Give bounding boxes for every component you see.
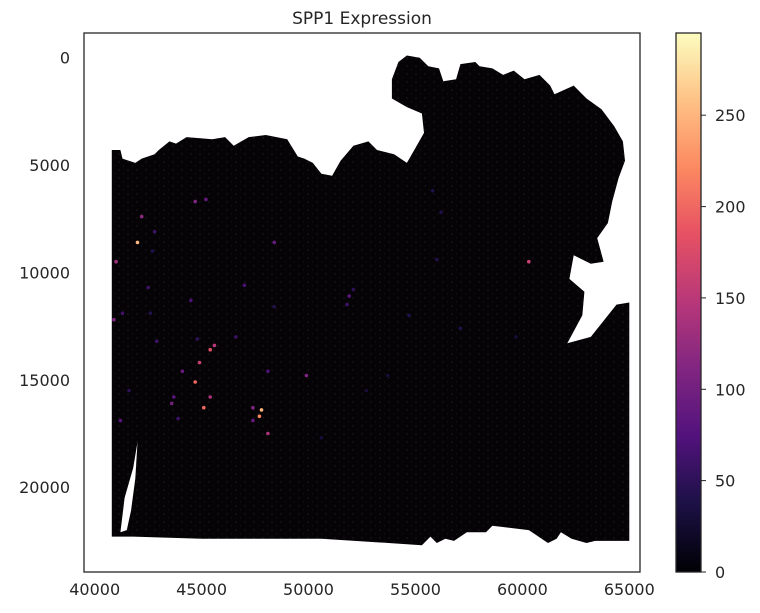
expression-point	[251, 418, 255, 423]
expression-point	[120, 311, 125, 316]
expression-point	[514, 335, 518, 339]
expression-point	[407, 313, 411, 318]
colorbar-tick-label: 250	[715, 106, 746, 125]
expression-point	[319, 436, 324, 440]
expression-point	[169, 401, 174, 406]
colorbar-ticks: 0 50 100 150 200 250	[701, 106, 746, 582]
expression-point	[364, 388, 369, 393]
expression-point	[146, 285, 150, 290]
expression-point	[197, 360, 202, 365]
plot-area	[111, 55, 630, 546]
expression-point	[176, 416, 180, 421]
x-tick-label: 45000	[176, 580, 227, 599]
tissue-spot-texture	[111, 55, 630, 546]
y-tick-label: 0	[60, 49, 70, 68]
expression-point	[135, 240, 140, 245]
expression-point	[195, 337, 200, 341]
plot-frame	[83, 32, 641, 573]
x-tick-label: 55000	[390, 580, 441, 599]
expression-point	[154, 339, 159, 344]
expression-point	[266, 369, 270, 374]
expression-point	[257, 414, 262, 419]
expression-point	[272, 240, 277, 245]
expression-point	[193, 199, 197, 204]
expression-point	[385, 373, 390, 378]
expression-point	[180, 369, 185, 374]
expression-point	[208, 347, 212, 352]
expression-point	[458, 326, 463, 331]
expression-point	[189, 298, 193, 303]
y-tick-label: 15000	[19, 371, 70, 390]
expression-point	[150, 249, 155, 253]
colorbar: 0 50 100 150 200 250	[675, 32, 746, 582]
expression-point	[204, 197, 208, 202]
expression-point	[152, 229, 157, 234]
x-tick-label: 40000	[69, 580, 120, 599]
x-tick-label: 65000	[604, 580, 655, 599]
x-axis-ticks: 40000 45000 50000 55000 60000 65000	[69, 580, 655, 599]
y-tick-label: 20000	[19, 478, 70, 497]
expression-point	[435, 257, 439, 262]
expression-point	[345, 302, 349, 307]
expression-point	[304, 373, 309, 378]
y-axis-ticks: 0 5000 10000 15000 20000	[19, 49, 70, 498]
expression-point	[272, 305, 277, 309]
expression-point	[139, 214, 144, 219]
expression-point	[430, 189, 435, 193]
expression-point	[172, 395, 176, 399]
colorbar-tick-label: 200	[715, 198, 746, 217]
expression-point	[112, 317, 116, 322]
expression-point	[266, 431, 270, 436]
y-tick-label: 5000	[29, 156, 70, 175]
expression-points	[112, 189, 531, 440]
y-tick-label: 10000	[19, 263, 70, 282]
expression-point	[208, 395, 212, 399]
expression-point	[212, 343, 217, 348]
expression-point	[351, 287, 356, 292]
expression-point	[148, 311, 153, 316]
expression-point	[251, 405, 255, 410]
expression-point	[114, 259, 118, 264]
expression-point	[193, 380, 197, 384]
colorbar-gradient	[675, 32, 702, 573]
expression-point	[202, 405, 206, 410]
expression-point	[347, 294, 352, 298]
x-tick-label: 60000	[497, 580, 548, 599]
expression-point	[242, 283, 247, 288]
colorbar-tick-label: 100	[715, 380, 746, 399]
chart-title: SPP1 Expression	[292, 9, 432, 29]
expression-point	[234, 335, 238, 339]
colorbar-tick-label: 50	[715, 472, 735, 491]
expression-point	[118, 418, 123, 423]
expression-point	[439, 210, 443, 215]
colorbar-tick-label: 150	[715, 289, 746, 308]
expression-point	[259, 408, 264, 412]
colorbar-tick-label: 0	[715, 563, 725, 582]
expression-point	[527, 259, 531, 264]
expression-point	[127, 388, 131, 393]
x-tick-label: 50000	[283, 580, 334, 599]
